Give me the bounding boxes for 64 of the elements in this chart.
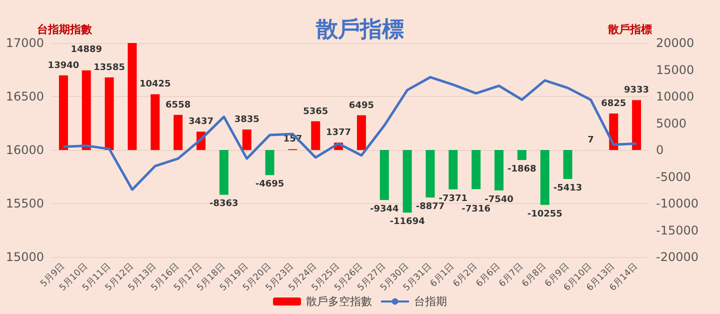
data-label: -1868 (508, 164, 536, 174)
bar (265, 150, 274, 176)
bar (632, 100, 642, 150)
data-label: 9333 (624, 86, 650, 96)
data-label: -5413 (553, 183, 582, 194)
bar (472, 150, 481, 190)
bar (517, 150, 526, 160)
data-label: 7 (588, 135, 594, 146)
y2-tick-label: 15000 (656, 62, 694, 77)
data-label: -11694 (390, 217, 425, 228)
data-label: -7540 (484, 194, 514, 205)
data-label: 5365 (303, 106, 328, 117)
data-label: 6558 (166, 100, 191, 110)
bar (58, 75, 68, 150)
bar (402, 150, 412, 213)
y2-axis-title: 散戶指標 (607, 23, 652, 36)
y2-tick-label: 5000 (656, 116, 687, 130)
data-label: -8877 (416, 202, 445, 212)
bar (494, 150, 504, 190)
y-tick-label: 15500 (6, 196, 44, 210)
legend-label: 散戶多空指數 (306, 295, 372, 308)
bar (540, 150, 550, 205)
bar (380, 150, 389, 200)
y2-tick-label: -10000 (656, 196, 699, 210)
bar (219, 150, 228, 195)
y2-tick-label: 0 (656, 143, 664, 157)
y2-tick-label: 10000 (656, 90, 694, 104)
data-label: 10425 (140, 80, 171, 90)
y-tick-label: 15000 (6, 250, 44, 264)
bar (426, 150, 435, 198)
bar (104, 77, 114, 150)
bar (311, 121, 320, 150)
data-label: -7371 (438, 194, 468, 204)
y-tick-label: 16500 (6, 90, 44, 104)
data-label: 1377 (326, 128, 352, 138)
bar (563, 150, 572, 179)
bar (356, 115, 366, 150)
data-label: -4695 (255, 180, 284, 190)
data-label: 6825 (601, 98, 626, 109)
bar (174, 114, 183, 150)
data-label: 3437 (188, 117, 214, 128)
y2-tick-label: -20000 (656, 250, 699, 264)
legend-label: 台指期 (414, 295, 447, 308)
y-axis-title: 台指期指數 (37, 23, 93, 36)
data-label: 6495 (348, 100, 374, 111)
y2-tick-label: -5000 (656, 170, 691, 184)
data-label: 13940 (48, 60, 80, 71)
data-label: -7316 (462, 204, 490, 215)
bar (448, 150, 458, 190)
data-label: -10255 (527, 209, 562, 220)
data-label: -9344 (370, 204, 399, 214)
bar (150, 94, 160, 150)
data-label: 13585 (94, 62, 125, 73)
bar (82, 70, 91, 150)
chart-title: 散戶指標 (315, 18, 404, 42)
data-label: 14889 (70, 44, 102, 55)
y-tick-label: 17000 (6, 36, 44, 50)
data-label: -8363 (210, 199, 238, 210)
bar (242, 129, 252, 150)
data-label: 3835 (234, 114, 260, 125)
y-tick-label: 16000 (6, 143, 44, 157)
y2-tick-label: 20000 (656, 36, 694, 50)
y2-tick-label: -15000 (656, 223, 699, 238)
bar (128, 43, 137, 150)
